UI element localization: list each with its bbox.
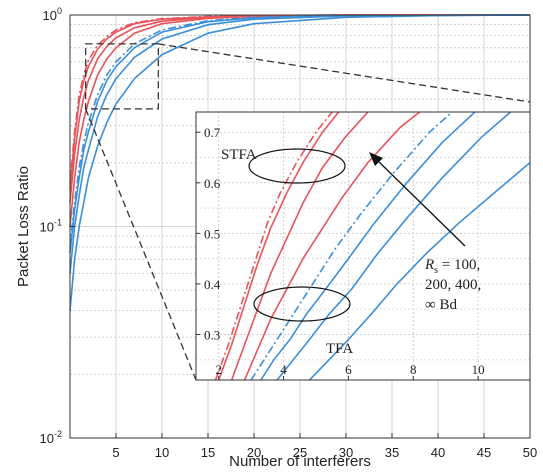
inset-y-tick-label: 0.7 xyxy=(204,125,221,140)
tfa-label: TFA xyxy=(326,341,353,357)
param-line-3: ∞ Bd xyxy=(425,297,457,313)
inset-y-tick-label: 0.4 xyxy=(204,277,221,292)
x-tick-label: 25 xyxy=(293,445,307,460)
x-tick-label: 30 xyxy=(339,445,353,460)
stfa-label: STFA xyxy=(221,147,257,163)
y-tick-label: 10-2 xyxy=(40,429,62,446)
inset-series-line-stfa xyxy=(230,112,369,380)
series-line-tfa xyxy=(69,14,531,311)
arrow-head xyxy=(369,152,383,166)
main-ticks xyxy=(70,14,531,439)
inset-series-line-tfa xyxy=(308,161,530,380)
param-line-1: Rs = 100, xyxy=(424,257,480,276)
inset-series-line-tfa xyxy=(260,112,476,380)
series-line-stfa xyxy=(69,14,530,184)
series-line-tfa xyxy=(69,14,531,274)
stfa-ellipse xyxy=(248,148,346,184)
x-tick-label: 35 xyxy=(385,445,399,460)
x-tick-label: 10 xyxy=(155,445,169,460)
inset-x-tick-label: 2 xyxy=(215,362,222,377)
tfa-ellipse xyxy=(253,286,351,322)
x-tick-label: 15 xyxy=(201,445,215,460)
series-line-tfa xyxy=(69,14,531,248)
zoom-connector-top xyxy=(158,43,531,103)
inset-series-line-stfa xyxy=(243,112,421,380)
main-series-lines xyxy=(69,14,531,311)
x-axis-label: Number of interferers xyxy=(229,453,371,470)
y-axis-label: Packet Loss Ratio xyxy=(15,166,32,287)
inset-y-tick-labels: 0.3 0.4 0.5 0.6 0.7 xyxy=(204,125,221,342)
inset-x-tick-labels: 2 4 6 8 10 xyxy=(215,362,484,377)
inset-x-tick-label: 4 xyxy=(280,362,287,377)
param-subscript: s xyxy=(434,265,438,276)
zoom-connector-bottom xyxy=(85,108,197,381)
x-tick-label: 5 xyxy=(112,445,119,460)
inset-plot: 2 4 6 8 10 0.3 0.4 0.5 0.6 0.7 STFA TFA Rs = 100… xyxy=(195,111,531,381)
series-line-tfa xyxy=(69,14,531,253)
inset-series-lines xyxy=(214,112,530,380)
param-value-1: = 100, xyxy=(438,257,480,273)
x-tick-label: 50 xyxy=(523,445,537,460)
inset-background xyxy=(196,112,530,380)
inset-series-line-tfa xyxy=(276,112,512,380)
inset-ticks xyxy=(196,131,479,380)
series-line-stfa xyxy=(69,14,531,227)
param-line-2: 200, 400, xyxy=(425,277,481,293)
y-tick-label: 10-1 xyxy=(40,218,62,235)
y-tick-label: 100 xyxy=(43,6,62,23)
inset-y-tick-label: 0.3 xyxy=(204,327,220,342)
x-tick-label: 40 xyxy=(431,445,445,460)
inset-x-tick-label: 8 xyxy=(410,362,417,377)
inset-series-line-stfa xyxy=(214,112,333,380)
inset-x-tick-label: 10 xyxy=(472,362,485,377)
inset-x-tick-label: 6 xyxy=(345,362,352,377)
main-x-tick-labels: 5 10 15 20 25 30 35 40 45 50 xyxy=(112,445,537,460)
inset-frame xyxy=(195,111,531,381)
x-tick-label: 20 xyxy=(247,445,261,460)
inset-series-line-stfa xyxy=(217,112,340,380)
param-annotation: Rs = 100, 200, 400, ∞ Bd xyxy=(424,257,481,313)
param-symbol: R xyxy=(424,257,434,273)
arrow-shaft xyxy=(376,159,466,247)
inset-series-line-tfa xyxy=(250,112,453,380)
x-tick-label: 45 xyxy=(477,445,491,460)
main-y-tick-labels: 10-2 10-1 100 xyxy=(40,6,62,446)
inset-y-tick-label: 0.5 xyxy=(204,226,220,241)
inset-y-tick-label: 0.6 xyxy=(204,176,221,191)
zoom-indicator xyxy=(84,43,531,381)
zoom-region-box xyxy=(84,43,159,110)
